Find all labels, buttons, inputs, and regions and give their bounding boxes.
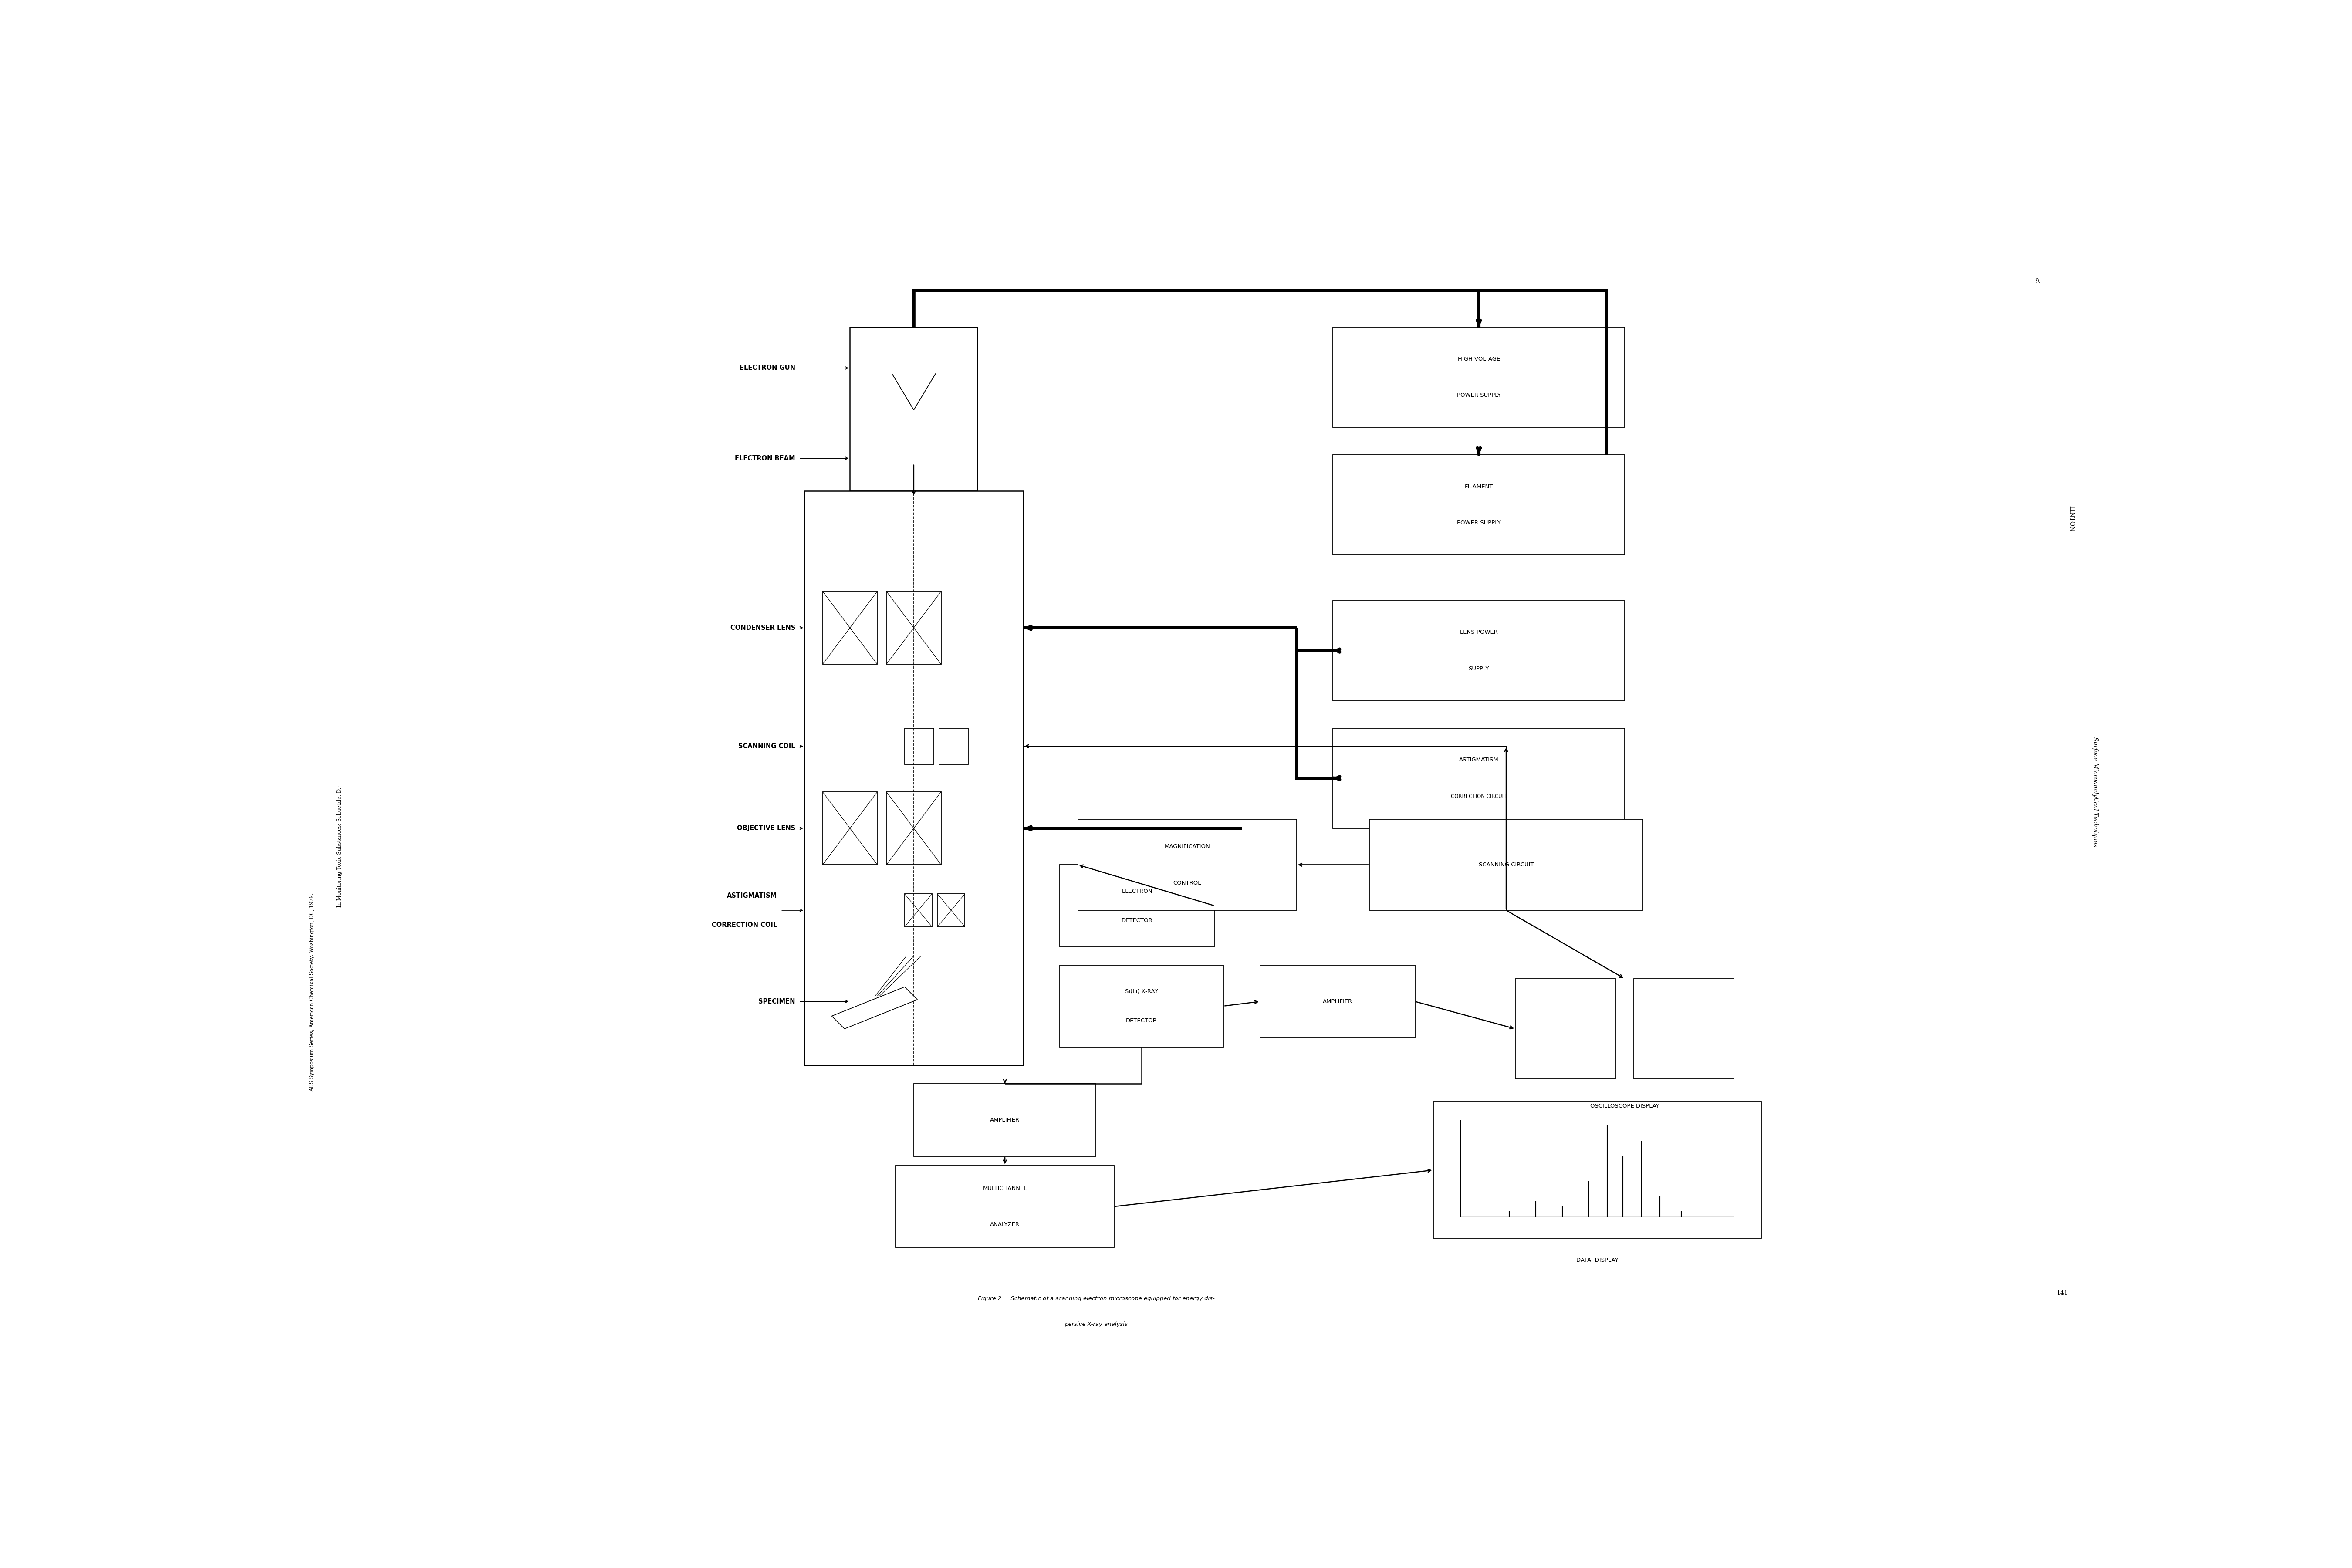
Text: DETECTOR: DETECTOR [1127,1018,1157,1024]
Bar [1261,964,1416,1038]
Text: MULTICHANNEL: MULTICHANNEL [983,1185,1028,1192]
Text: SUPPLY: SUPPLY [1468,666,1489,671]
Text: ACS Symposium Series; American Chemical Society: Washington, DC, 1979.: ACS Symposium Series; American Chemical … [310,894,315,1091]
Text: Surface Microanalytical Techniques: Surface Microanalytical Techniques [2091,737,2098,847]
Bar [1334,728,1625,828]
Bar [887,792,941,866]
Text: AMPLIFIER: AMPLIFIER [990,1116,1021,1123]
Text: ASTIGMATISM: ASTIGMATISM [1458,757,1498,762]
Bar [1334,455,1625,555]
Text: SCANNING CIRCUIT: SCANNING CIRCUIT [1479,862,1534,867]
Polygon shape [833,986,917,1029]
Bar [823,792,877,866]
Text: CONDENSER LENS: CONDENSER LENS [729,624,795,630]
Bar [1635,978,1733,1079]
Text: 9.: 9. [2034,279,2042,284]
Text: POWER SUPPLY: POWER SUPPLY [1456,392,1501,398]
Text: CORRECTION COIL: CORRECTION COIL [713,922,776,928]
Text: CORRECTION CIRCUIT: CORRECTION CIRCUIT [1451,793,1508,800]
Bar [804,491,1023,1065]
Bar [1058,964,1223,1047]
Text: ELECTRON GUN: ELECTRON GUN [739,365,795,372]
Text: FILAMENT: FILAMENT [1465,483,1494,489]
Bar [849,328,978,491]
Text: OBJECTIVE LENS: OBJECTIVE LENS [736,825,795,831]
Bar [913,1083,1096,1157]
Text: SPECIMEN: SPECIMEN [757,999,795,1005]
Text: ANALYZER: ANALYZER [990,1221,1021,1228]
Bar [887,591,941,665]
Bar [906,894,931,927]
Text: persive X-ray analysis: persive X-ray analysis [1065,1322,1127,1327]
Text: LINTON: LINTON [2067,505,2074,532]
Text: Figure 2.    Schematic of a scanning electron microscope equipped for energy dis: Figure 2. Schematic of a scanning electr… [978,1295,1214,1301]
Bar [1334,328,1625,426]
Text: Si(Li) X-RAY: Si(Li) X-RAY [1124,988,1157,994]
Text: DETECTOR: DETECTOR [1122,917,1152,924]
Text: SCANNING COIL: SCANNING COIL [739,743,795,750]
Text: POWER SUPPLY: POWER SUPPLY [1456,521,1501,525]
Text: OSCILLOSCOPE DISPLAY: OSCILLOSCOPE DISPLAY [1590,1104,1658,1109]
Bar [938,728,969,765]
Text: ELECTRON: ELECTRON [1122,889,1152,894]
Bar [1334,601,1625,701]
Text: 141: 141 [2056,1290,2067,1297]
Bar [1058,866,1214,947]
Text: ASTIGMATISM: ASTIGMATISM [727,892,776,898]
Bar [1077,818,1296,911]
Text: AMPLIFIER: AMPLIFIER [1322,999,1352,1004]
Bar [1432,1102,1762,1239]
Bar [1369,818,1642,911]
Text: LENS POWER: LENS POWER [1461,629,1498,635]
Bar [938,894,964,927]
Text: CONTROL: CONTROL [1174,880,1202,886]
Text: HIGH VOLTAGE: HIGH VOLTAGE [1458,356,1501,362]
Text: In Monitoring Toxic Substances; Schuetzle, D.;: In Monitoring Toxic Substances; Schuetzl… [336,786,343,908]
Bar [1515,978,1616,1079]
Bar [896,1165,1115,1248]
Bar [906,728,934,765]
Text: ELECTRON BEAM: ELECTRON BEAM [734,455,795,461]
Bar [823,591,877,665]
Text: DATA  DISPLAY: DATA DISPLAY [1576,1258,1618,1264]
Text: MAGNIFICATION: MAGNIFICATION [1164,844,1209,850]
